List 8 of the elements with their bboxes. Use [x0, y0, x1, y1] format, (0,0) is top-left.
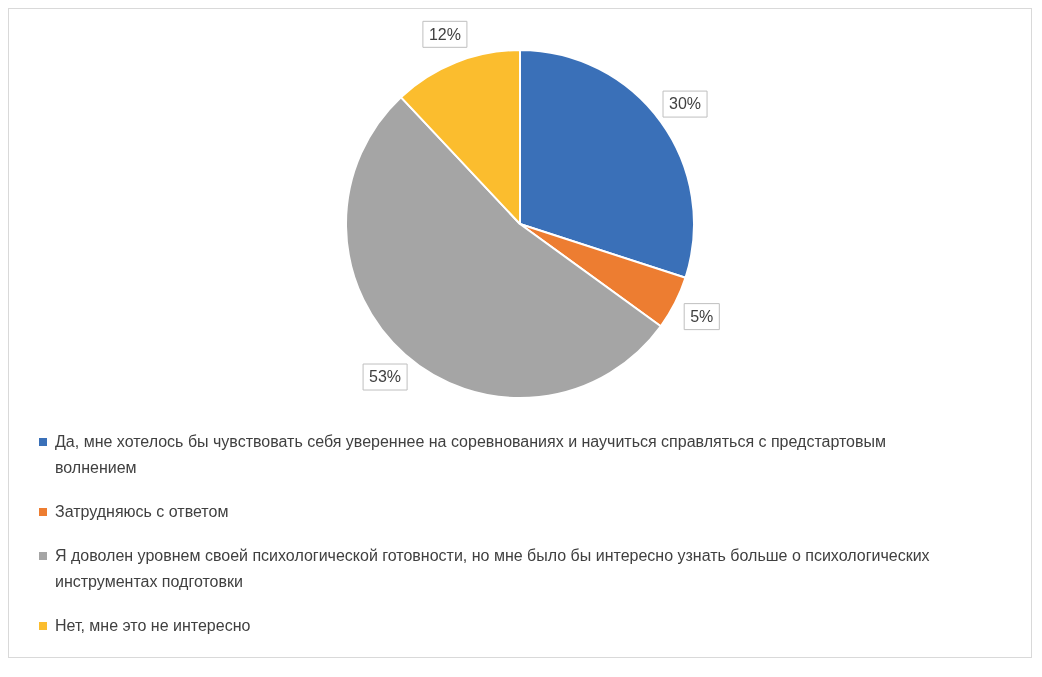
- legend-label: Затрудняюсь с ответом: [55, 502, 229, 522]
- data-label: 30%: [669, 95, 702, 113]
- legend-label: Нет, мне это не интересно: [55, 616, 251, 636]
- data-label: 53%: [369, 368, 402, 386]
- legend-label: Я доволен уровнем своей психологической готовности, но мне было бы интересно узнать больше о психологических инструментах подготовки: [55, 546, 931, 592]
- data-label: 12%: [428, 25, 461, 43]
- legend-label: Да, мне хотелось бы чувствовать себя увереннее на соревнованиях и научиться справляться с предстартовым волнением: [55, 432, 887, 478]
- data-label: 5%: [690, 308, 714, 326]
